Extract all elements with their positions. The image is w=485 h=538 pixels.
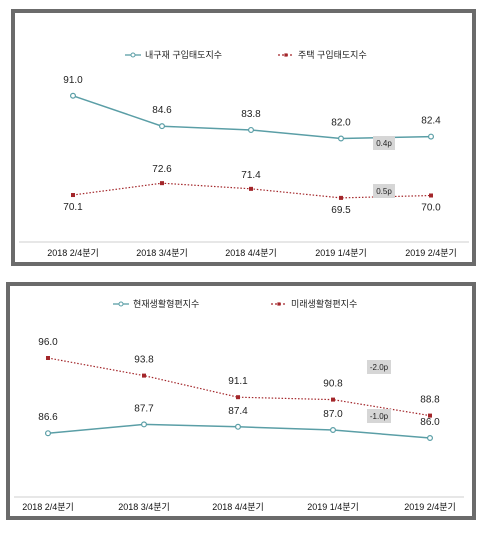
data-label: 82.4 bbox=[421, 116, 441, 127]
data-label: 93.8 bbox=[134, 355, 154, 366]
data-label: 84.6 bbox=[152, 105, 172, 116]
data-label: 70.1 bbox=[63, 202, 83, 213]
legend-label-1: 미래생활형편지수 bbox=[291, 298, 357, 309]
legend-label-0: 내구재 구입태도지수 bbox=[145, 49, 222, 60]
x-tick-label: 2018 3/4분기 bbox=[136, 248, 188, 258]
change-annotation-box bbox=[373, 136, 395, 150]
data-label: 69.5 bbox=[331, 205, 351, 216]
data-point bbox=[429, 193, 433, 198]
x-tick-label: 2018 4/4분기 bbox=[212, 502, 264, 512]
change-annotation: -2.0p bbox=[370, 363, 389, 372]
x-tick-label: 2018 2/4분기 bbox=[22, 502, 74, 512]
data-point bbox=[46, 356, 50, 360]
data-label: 71.4 bbox=[241, 170, 261, 181]
x-tick-label: 2019 1/4분기 bbox=[307, 502, 359, 512]
chart-panel-purchase-attitude: 내구재 구입태도지수 주택 구입태도지수 2018 2/4분기 2018 3/4분기 2… bbox=[11, 9, 476, 266]
data-label: 91.0 bbox=[63, 75, 83, 86]
data-label: 83.8 bbox=[241, 109, 261, 120]
data-point bbox=[44, 430, 51, 437]
data-point bbox=[141, 421, 148, 428]
change-annotation-box bbox=[367, 360, 391, 374]
data-point bbox=[159, 123, 166, 130]
change-annotation: -1.0p bbox=[370, 412, 389, 421]
data-point bbox=[428, 413, 432, 418]
data-label: 90.8 bbox=[323, 379, 343, 390]
x-tick-label: 2019 1/4분기 bbox=[315, 248, 367, 258]
data-point bbox=[160, 181, 164, 186]
legend-label-0: 현재생활형편지수 bbox=[133, 298, 199, 309]
legend-label-1: 주택 구입태도지수 bbox=[298, 49, 367, 60]
change-annotation-box bbox=[373, 184, 395, 198]
data-label: 72.6 bbox=[152, 164, 172, 175]
data-label: 87.4 bbox=[228, 406, 248, 417]
data-point bbox=[249, 186, 253, 191]
change-annotation-box bbox=[367, 409, 391, 423]
data-point bbox=[236, 395, 240, 400]
chart-living-conditions: 현재생활형편지수 미래생활형편지수 2018 2/4분기 2018 3/4분기 2018… bbox=[14, 298, 464, 512]
legend-marker-1 bbox=[277, 302, 281, 306]
data-label: 86.0 bbox=[420, 417, 440, 428]
data-point bbox=[339, 195, 343, 200]
data-point bbox=[235, 423, 242, 430]
legend-marker-1 bbox=[284, 53, 288, 57]
data-label: 82.0 bbox=[331, 118, 351, 129]
x-tick-label: 2019 2/4분기 bbox=[404, 502, 456, 512]
data-label: 96.0 bbox=[38, 337, 58, 348]
data-point bbox=[428, 133, 435, 140]
data-point bbox=[142, 373, 146, 378]
data-point bbox=[69, 92, 76, 99]
data-label: 87.7 bbox=[134, 403, 154, 414]
chart-purchase-attitude: 내구재 구입태도지수 주택 구입태도지수 2018 2/4분기 2018 3/4분기 2… bbox=[19, 49, 469, 258]
data-point bbox=[330, 427, 337, 434]
legend-marker-0 bbox=[130, 52, 136, 58]
x-tick-label: 2018 3/4분기 bbox=[118, 502, 170, 512]
legend-marker-0 bbox=[118, 301, 124, 307]
data-label: 70.0 bbox=[421, 203, 441, 214]
data-label: 86.6 bbox=[38, 412, 58, 423]
data-point bbox=[71, 193, 75, 198]
data-point bbox=[338, 135, 345, 142]
data-label: 87.0 bbox=[323, 409, 343, 420]
data-point bbox=[427, 435, 434, 442]
data-point bbox=[248, 126, 255, 133]
change-annotation: 0.5p bbox=[376, 187, 392, 196]
x-tick-label: 2018 2/4분기 bbox=[47, 248, 99, 258]
chart-panel-living-conditions: 현재생활형편지수 미래생활형편지수 2018 2/4분기 2018 3/4분기 2018… bbox=[6, 282, 476, 520]
data-label: 91.1 bbox=[228, 376, 248, 387]
x-tick-label: 2019 2/4분기 bbox=[405, 248, 457, 258]
x-tick-label: 2018 4/4분기 bbox=[225, 248, 277, 258]
change-annotation: 0.4p bbox=[376, 139, 392, 148]
data-label: 88.8 bbox=[420, 395, 440, 406]
data-point bbox=[331, 397, 335, 402]
